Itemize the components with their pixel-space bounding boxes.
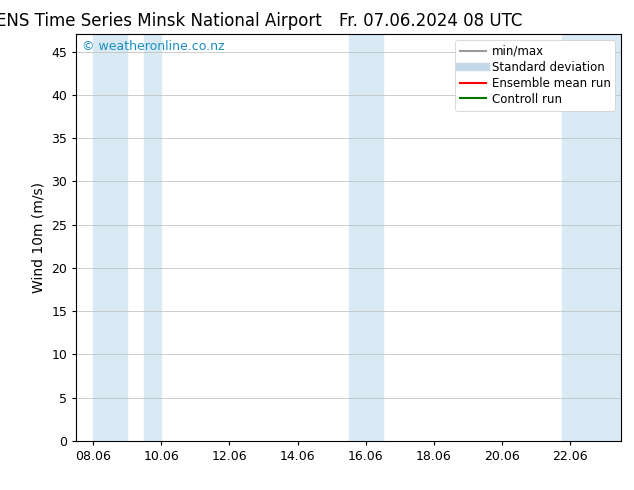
Y-axis label: Wind 10m (m/s): Wind 10m (m/s) bbox=[32, 182, 46, 293]
Text: Fr. 07.06.2024 08 UTC: Fr. 07.06.2024 08 UTC bbox=[339, 12, 523, 30]
Bar bbox=[562, 34, 621, 441]
Text: ENS Time Series Minsk National Airport: ENS Time Series Minsk National Airport bbox=[0, 12, 321, 30]
Bar bbox=[349, 34, 383, 441]
Legend: min/max, Standard deviation, Ensemble mean run, Controll run: min/max, Standard deviation, Ensemble me… bbox=[455, 40, 616, 111]
Text: © weatheronline.co.nz: © weatheronline.co.nz bbox=[82, 40, 224, 53]
Bar bbox=[93, 34, 127, 441]
Bar bbox=[144, 34, 161, 441]
